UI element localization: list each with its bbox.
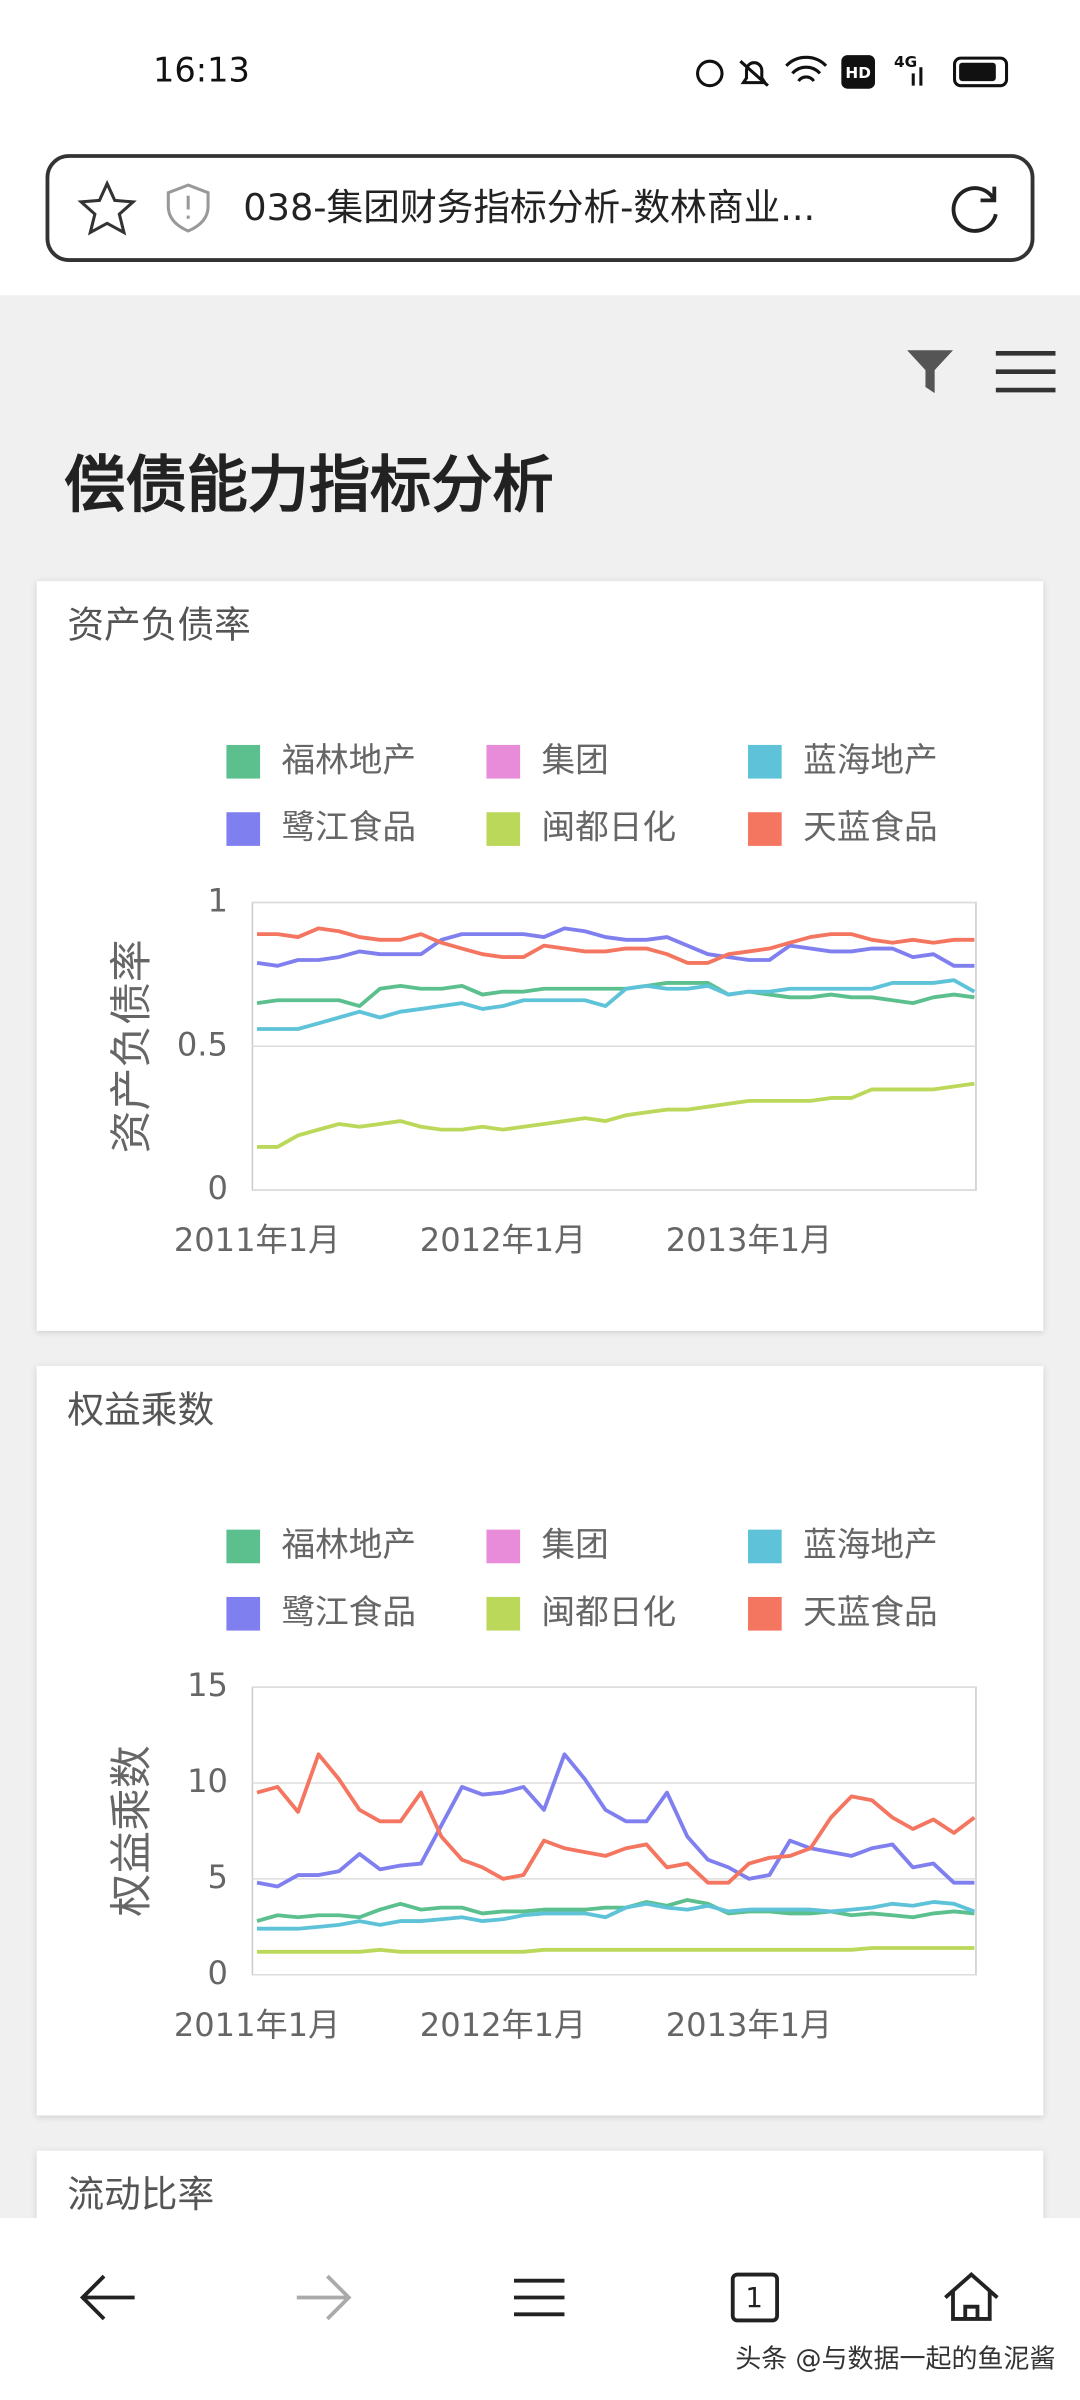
legend-label: 鹭江食品	[281, 1592, 416, 1631]
card-title: 权益乘数	[67, 1388, 214, 1431]
legend-swatch	[486, 1596, 521, 1631]
home-button[interactable]	[944, 2272, 999, 2321]
x-tick-label: 2013年1月	[666, 1221, 832, 1259]
legend-swatch	[486, 744, 521, 779]
page-url-title[interactable]: 038-集团财务指标分析-数林商业...	[243, 186, 815, 229]
forward-button[interactable]	[296, 2274, 352, 2321]
y-tick-label: 5	[208, 1858, 228, 1896]
series-line	[256, 1752, 976, 1885]
tab-count: 1	[745, 2282, 763, 2314]
mute-icon	[739, 60, 769, 87]
series-line	[256, 1752, 975, 1889]
legend-label: 蓝海地产	[803, 740, 938, 779]
y-tick-label: 15	[187, 1666, 228, 1704]
series-line	[256, 926, 975, 968]
signal-icon	[911, 67, 923, 86]
series-line	[257, 1946, 975, 1954]
reload-button[interactable]	[951, 186, 998, 233]
x-tick-label: 2011年1月	[174, 1221, 340, 1259]
series-line	[257, 1900, 976, 1931]
battery-icon	[953, 56, 1009, 88]
y-tick-label: 0	[208, 1954, 228, 1992]
y-tick-label: 0	[208, 1169, 228, 1207]
chart-card	[36, 1365, 1044, 2116]
y-axis-title: 权益乘数	[107, 1745, 157, 1916]
legend-swatch	[748, 1529, 782, 1564]
legend-label: 天蓝食品	[803, 808, 938, 847]
hd-badge	[841, 55, 875, 89]
browser-menu-button[interactable]	[513, 2278, 565, 2317]
series-line	[257, 1081, 975, 1149]
legend-label: 集团	[542, 1525, 609, 1564]
url-bar[interactable]	[45, 154, 1035, 262]
y-tick-label: 1	[208, 881, 228, 919]
series-line	[256, 981, 975, 1008]
security-shield[interactable]	[166, 183, 210, 233]
back-button[interactable]	[79, 2274, 135, 2321]
legend-swatch	[226, 1529, 261, 1564]
legend-swatch	[226, 744, 261, 779]
x-tick-label: 2013年1月	[666, 2006, 832, 2044]
legend-label: 福林地产	[281, 1525, 416, 1564]
card-title: 资产负债率	[67, 604, 251, 647]
battery-level	[959, 62, 996, 82]
menu-button[interactable]	[995, 351, 1056, 393]
x-tick-label: 2011年1月	[174, 2006, 340, 2044]
series-line	[256, 1898, 975, 1923]
y-axis-title: 资产负债率	[107, 939, 157, 1153]
series-line	[257, 926, 975, 965]
legend-label: 鹭江食品	[281, 808, 416, 847]
y-tick-label: 10	[187, 1762, 228, 1800]
x-tick-label: 2012年1月	[420, 1221, 586, 1259]
legend-label: 蓝海地产	[803, 1525, 938, 1564]
hd-text: HD	[845, 64, 870, 82]
status-icons	[696, 55, 1009, 89]
legend-label: 天蓝食品	[803, 1592, 938, 1631]
y-tick-label: 0.5	[177, 1025, 228, 1063]
chart-card	[36, 581, 1044, 1331]
legend-label: 闽都日化	[542, 1592, 677, 1631]
legend-swatch	[486, 812, 521, 846]
network-text: 4G	[894, 53, 917, 71]
legend-label: 福林地产	[281, 740, 416, 779]
legend-swatch	[486, 1529, 521, 1564]
bookmark-star[interactable]	[77, 179, 137, 236]
watermark: 头条 @与数据一起的鱼泥酱	[735, 2345, 1055, 2375]
tabs-button[interactable]	[730, 2272, 780, 2323]
legend-swatch	[748, 812, 782, 846]
bottom-nav	[0, 2217, 1080, 2400]
status-time: 16:13	[153, 50, 250, 89]
wifi-icon	[785, 55, 828, 83]
legend-swatch	[226, 812, 261, 846]
page-heading: 偿债能力指标分析	[64, 450, 553, 521]
legend-label: 闽都日化	[542, 808, 677, 847]
x-tick-label: 2012年1月	[420, 2006, 586, 2044]
alarm-icon	[696, 59, 724, 88]
legend-swatch	[748, 1596, 782, 1631]
filter-button[interactable]	[907, 350, 954, 394]
legend-swatch	[226, 1596, 261, 1631]
legend-swatch	[748, 744, 782, 779]
legend-label: 集团	[542, 740, 609, 779]
card-title: 流动比率	[67, 2173, 214, 2216]
series-line	[257, 978, 976, 1031]
